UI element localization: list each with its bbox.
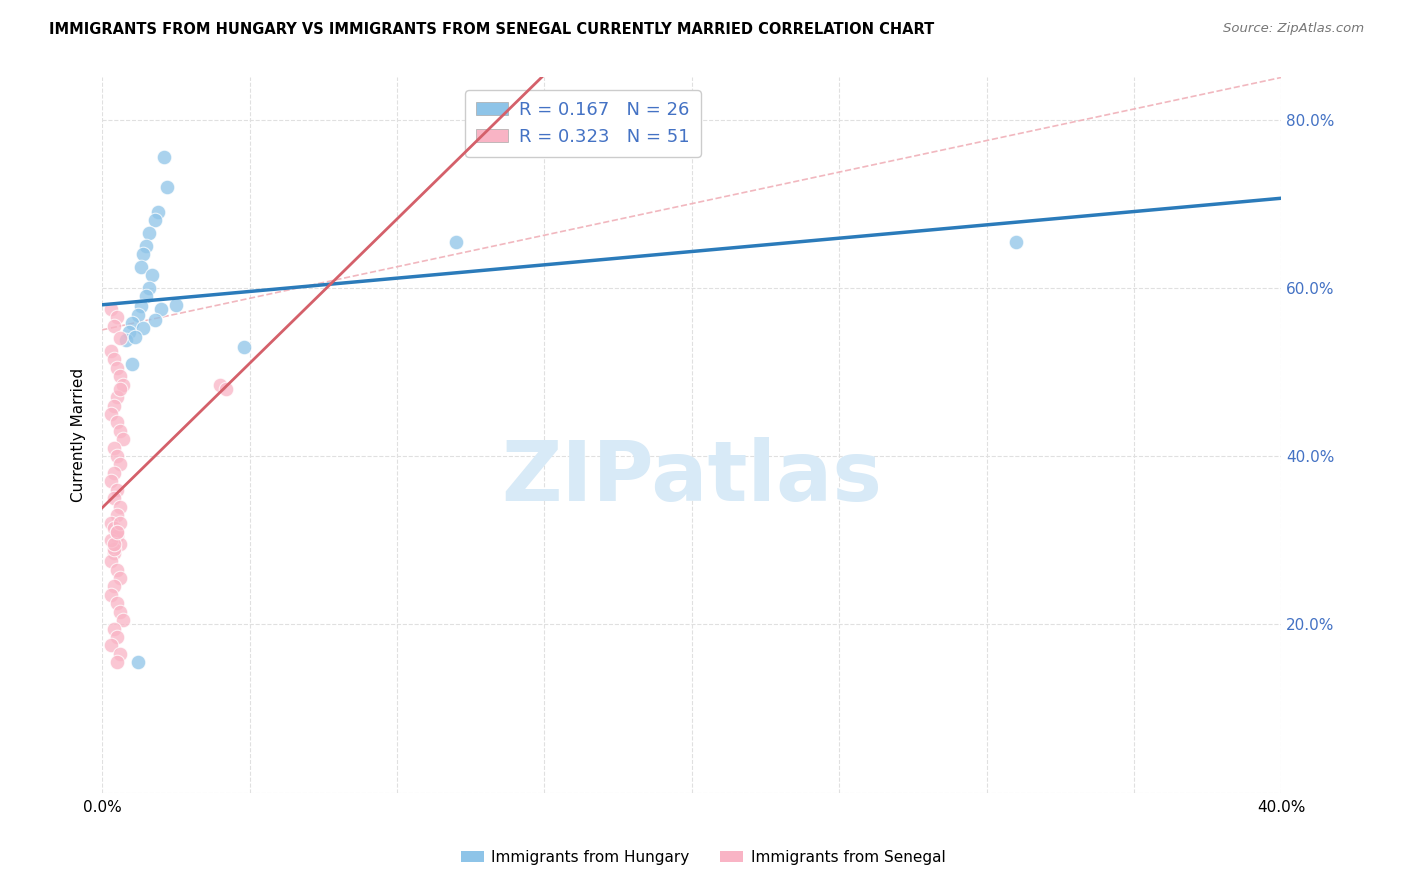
Point <box>108 571 131 585</box>
Point <box>138 281 160 295</box>
Point <box>108 537 131 551</box>
Point <box>108 605 131 619</box>
Point <box>143 213 166 227</box>
Point <box>108 369 131 384</box>
Point <box>103 622 125 636</box>
Point <box>108 500 131 514</box>
Point <box>150 301 173 316</box>
Point <box>148 205 170 219</box>
Point <box>153 150 176 164</box>
Point <box>105 524 128 539</box>
Point <box>105 483 128 497</box>
Point <box>103 441 125 455</box>
Point <box>121 316 143 330</box>
Point <box>100 475 122 489</box>
Point <box>105 449 128 463</box>
Point <box>108 647 131 661</box>
Point <box>105 596 128 610</box>
Point <box>132 247 155 261</box>
Point <box>156 179 179 194</box>
Point <box>108 424 131 438</box>
Point <box>105 563 128 577</box>
Point <box>111 377 134 392</box>
Point <box>100 516 122 531</box>
Point <box>103 546 125 560</box>
Point <box>114 333 136 347</box>
Point <box>108 382 131 396</box>
Point <box>103 352 125 367</box>
Text: Source: ZipAtlas.com: Source: ZipAtlas.com <box>1223 22 1364 36</box>
Point <box>105 416 128 430</box>
Point <box>100 343 122 358</box>
Point <box>100 533 122 548</box>
Point <box>121 357 143 371</box>
Point <box>127 655 149 669</box>
Point <box>129 260 152 274</box>
Point <box>124 329 146 343</box>
Point <box>232 340 254 354</box>
Legend: Immigrants from Hungary, Immigrants from Senegal: Immigrants from Hungary, Immigrants from… <box>454 844 952 871</box>
Point <box>108 516 131 531</box>
Point <box>100 301 122 316</box>
Point <box>105 655 128 669</box>
Point <box>135 289 157 303</box>
Point <box>209 377 232 392</box>
Point <box>138 226 160 240</box>
Point <box>100 639 122 653</box>
Point <box>1005 235 1028 249</box>
Point <box>129 299 152 313</box>
Point <box>103 466 125 480</box>
Point <box>103 318 125 333</box>
Point <box>105 360 128 375</box>
Point <box>105 630 128 644</box>
Text: ZIPatlas: ZIPatlas <box>502 437 883 518</box>
Point <box>105 508 128 522</box>
Point <box>100 554 122 568</box>
Point <box>111 432 134 446</box>
Point <box>132 321 155 335</box>
Text: IMMIGRANTS FROM HUNGARY VS IMMIGRANTS FROM SENEGAL CURRENTLY MARRIED CORRELATION: IMMIGRANTS FROM HUNGARY VS IMMIGRANTS FR… <box>49 22 935 37</box>
Point <box>135 238 157 252</box>
Point <box>141 268 163 282</box>
Point <box>118 325 141 339</box>
Point <box>103 520 125 534</box>
Point <box>103 399 125 413</box>
Point <box>143 312 166 326</box>
Point <box>165 297 187 311</box>
Point <box>103 541 125 556</box>
Point <box>108 331 131 345</box>
Point <box>105 529 128 543</box>
Point <box>100 407 122 421</box>
Y-axis label: Currently Married: Currently Married <box>72 368 86 502</box>
Point <box>105 390 128 404</box>
Point <box>127 308 149 322</box>
Point <box>103 579 125 593</box>
Point <box>215 382 238 396</box>
Legend: R = 0.167   N = 26, R = 0.323   N = 51: R = 0.167 N = 26, R = 0.323 N = 51 <box>465 90 700 157</box>
Point <box>111 613 134 627</box>
Point <box>103 537 125 551</box>
Point <box>105 524 128 539</box>
Point <box>444 235 467 249</box>
Point <box>103 491 125 505</box>
Point <box>100 588 122 602</box>
Point <box>108 458 131 472</box>
Point <box>105 310 128 325</box>
